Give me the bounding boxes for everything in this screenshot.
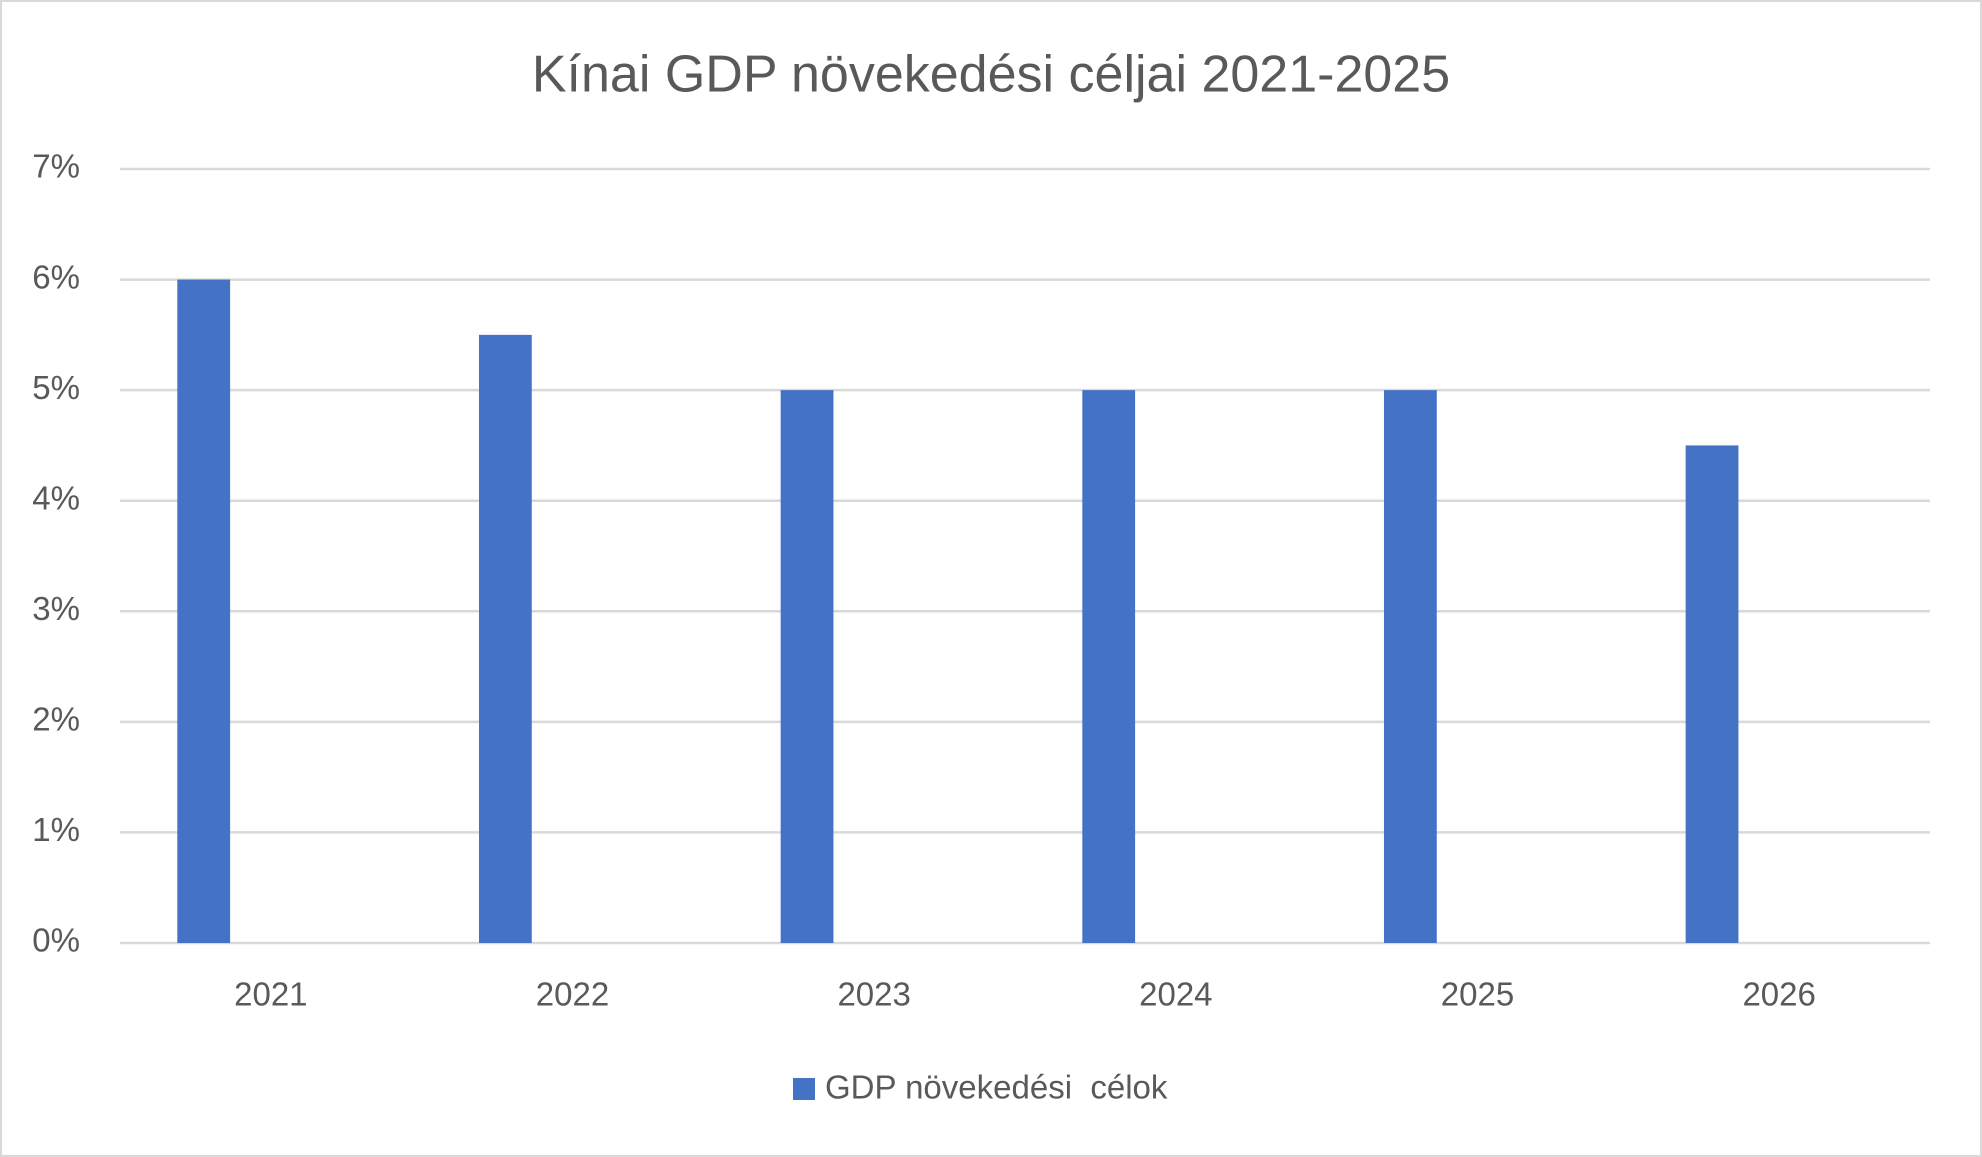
bar: [780, 390, 834, 944]
y-tick-label: 0%: [32, 922, 80, 959]
legend-label: GDP növekedési célok: [825, 1069, 1168, 1106]
bar: [1383, 390, 1437, 944]
y-tick-label: 4%: [32, 479, 80, 516]
legend-swatch: [793, 1078, 815, 1100]
x-tick-label: 2023: [837, 976, 910, 1013]
bar: [478, 334, 532, 943]
bar: [1082, 390, 1136, 944]
y-tick-label: 3%: [32, 590, 80, 627]
y-tick-label: 7%: [32, 148, 80, 185]
bar: [1685, 445, 1739, 943]
y-tick-label: 1%: [32, 811, 80, 848]
y-tick-label: 6%: [32, 258, 80, 295]
x-tick-label: 2022: [536, 976, 609, 1013]
y-tick-label: 5%: [32, 369, 80, 406]
x-tick-label: 2021: [234, 976, 307, 1013]
y-tick-label: 2%: [32, 701, 80, 738]
bar: [177, 279, 231, 944]
chart-title: Kínai GDP növekedési céljai 2021-2025: [532, 46, 1450, 104]
x-tick-label: 2024: [1139, 976, 1212, 1013]
x-tick-label: 2025: [1441, 976, 1514, 1013]
x-tick-label: 2026: [1742, 976, 1815, 1013]
